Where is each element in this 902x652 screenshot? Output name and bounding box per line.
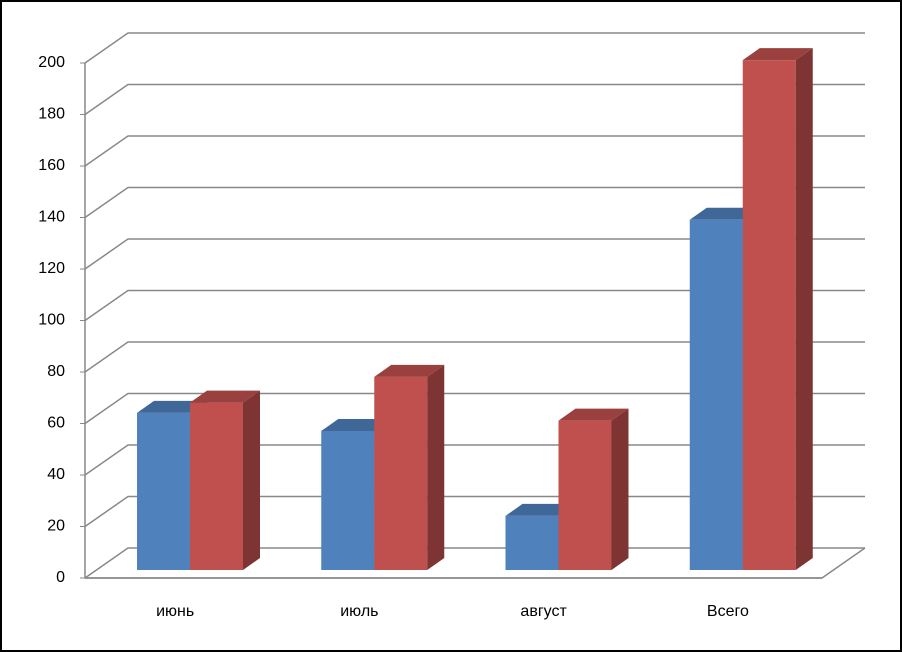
bar-side: [427, 364, 445, 570]
bar: [190, 402, 243, 570]
bar-top: [689, 207, 760, 220]
grid-line: [84, 238, 865, 270]
x-tick-label: июль: [340, 603, 378, 620]
x-tick-label: июнь: [156, 603, 194, 620]
bar-side: [243, 390, 260, 570]
bar-top: [374, 364, 445, 377]
grid-line: [84, 341, 865, 373]
y-tick-label: 80: [47, 363, 65, 380]
grid-line: [84, 32, 865, 64]
bar: [558, 420, 612, 570]
bar: [689, 219, 743, 571]
bar: [321, 430, 375, 570]
grid-line: [84, 186, 865, 219]
bar-side: [795, 48, 813, 570]
y-tick-label: 20: [47, 518, 65, 535]
y-tick-label: 200: [38, 54, 65, 71]
bar-top: [558, 408, 629, 421]
bar: [374, 376, 428, 570]
x-tick-label: Всего: [707, 603, 749, 620]
bar: [742, 60, 796, 571]
grid-line: [84, 83, 865, 116]
bar-side: [611, 408, 629, 570]
grid-line: [84, 392, 865, 425]
bar: [137, 412, 190, 570]
bar: [505, 515, 559, 570]
bar-top: [137, 400, 207, 413]
y-tick-label: 180: [38, 106, 65, 123]
y-tick-label: 120: [38, 260, 65, 277]
grid-line: [84, 135, 865, 167]
y-tick-label: 40: [47, 466, 65, 483]
y-tick-label: 140: [38, 209, 65, 226]
y-tick-label: 0: [56, 569, 65, 586]
y-tick-label: 160: [38, 157, 65, 174]
x-tick-label: август: [520, 603, 567, 620]
bar-top: [742, 48, 813, 61]
bar-top: [505, 503, 576, 516]
grid-line: [84, 289, 865, 322]
y-tick-label: 60: [47, 415, 65, 432]
bar-top: [190, 390, 260, 403]
bar-top: [321, 418, 392, 431]
y-tick-label: 100: [38, 312, 65, 329]
